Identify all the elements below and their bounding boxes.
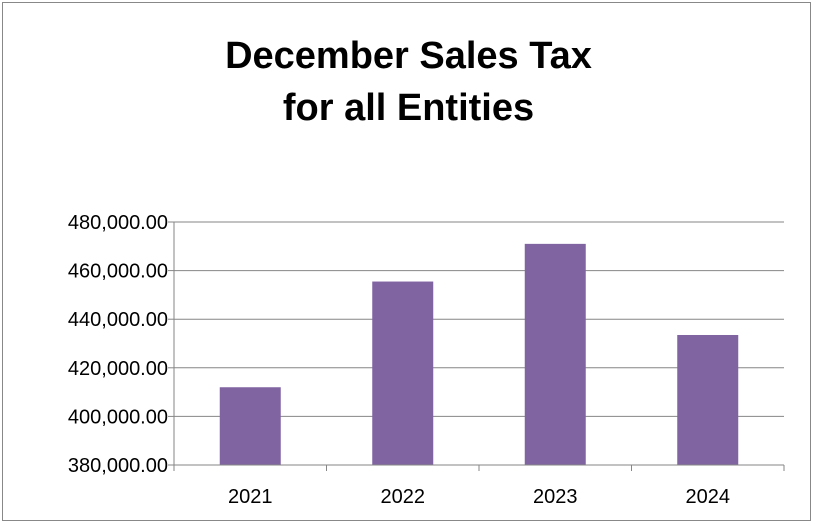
y-tick-label: 440,000.00 — [68, 309, 168, 331]
y-tick-label: 460,000.00 — [68, 261, 168, 283]
bar-2021 — [219, 387, 281, 465]
x-tick-label: 2024 — [686, 486, 731, 508]
y-tick-label: 400,000.00 — [68, 406, 168, 428]
bars — [219, 243, 739, 465]
chart-title-line-1: December Sales Tax — [225, 35, 592, 77]
x-tick-label: 2022 — [381, 486, 426, 508]
bar-2023 — [524, 243, 586, 465]
x-tick-label: 2021 — [228, 486, 273, 508]
chart-title-line-2: for all Entities — [282, 87, 535, 129]
y-tick-label: 420,000.00 — [68, 358, 168, 380]
bar-2022 — [372, 281, 434, 465]
y-tick-label: 380,000.00 — [68, 455, 168, 477]
y-tick-labels: 380,000.00 400,000.00 420,000.00 440,000.00… — [68, 212, 168, 477]
chart-title: December Sales Tax for all Entities — [0, 30, 817, 134]
y-tick-label: 480,000.00 — [68, 212, 168, 234]
axes — [168, 221, 785, 471]
x-tick-labels: 2021 2022 2023 2024 — [228, 486, 730, 508]
x-tick-label: 2023 — [533, 486, 578, 508]
bar-2024 — [677, 334, 739, 465]
